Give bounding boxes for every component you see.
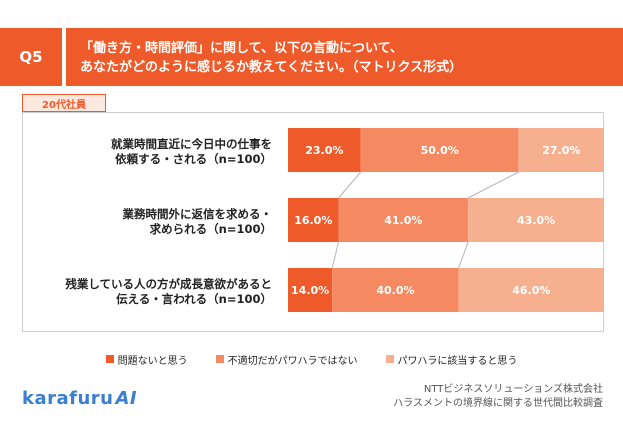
logo-ai-mark: AI [115,388,138,409]
chart-legend: 問題ないと思う 不適切だがパワハラではない パワハラに該当すると思う [0,352,623,367]
question-title: 「働き方・時間評価」に関して、以下の言動について、 あなたがどのように感じるか教… [66,28,623,86]
legend-swatch-1 [105,355,114,363]
bar-r1-s1 [288,128,361,172]
value-label-r3-s2: 40.0% [376,284,414,297]
connector-line-r2-b2 [458,241,469,269]
legend-item-1: 問題ないと思う [105,352,188,367]
category-label-r2-l1: 業務時間外に返信を求める・ [122,207,273,221]
category-label-r3-l2: 伝える・言われる（n=100） [116,292,272,306]
value-label-r3-s3: 46.0% [512,284,550,297]
bar-r3-s3 [458,268,604,312]
logo-text: karafuru [22,388,114,409]
bar-r3-s2 [332,268,459,312]
question-badge: Q5 [0,28,62,86]
source-line-2: ハラスメントの境界線に関する世代間比較調査 [393,398,603,409]
value-label-r1-s3: 27.0% [542,144,580,157]
connector-line-r1-b2 [467,171,519,199]
value-label-r2-s2: 41.0% [384,214,422,227]
source-credit: NTTビジネスソリューションズ株式会社 ハラスメントの境界線に関する世代間比較調… [393,383,603,411]
bar-r1-s3 [518,128,604,172]
category-label-r1-l1: 就業時間直近に今日中の仕事を [111,137,272,151]
bar-r2-s2 [338,198,469,242]
category-label-r3-l1: 残業している人の方が成長意欲があると [65,277,272,291]
bar-r2-s1 [288,198,339,242]
value-label-r3-s1: 14.0% [291,284,329,297]
category-label-r1-l2: 依頼する・される（n=100） [115,152,272,166]
bar-r3-s1 [288,268,333,312]
value-label-r1-s1: 23.0% [305,144,343,157]
legend-item-2: 不適切だがパワハラではない [215,352,358,367]
value-label-r2-s1: 16.0% [294,214,332,227]
category-label-r2-l2: 求められる（n=100） [150,222,272,236]
connector-line-r2-b1 [331,241,340,269]
legend-label-3: パワハラに該当すると思う [397,355,518,367]
value-label-r2-s3: 43.0% [517,214,555,227]
legend-swatch-2 [215,355,224,363]
bar-r1-s2 [360,128,519,172]
value-label-r1-s2: 50.0% [421,144,459,157]
legend-label-2: 不適切だがパワハラではない [227,355,358,367]
bar-r2-s3 [468,198,604,242]
legend-label-1: 問題ないと思う [117,355,188,367]
karafuru-logo: karafuru AI [22,388,137,409]
connector-line-r1-b1 [338,171,362,199]
legend-item-3: パワハラに該当すると思う [385,352,518,367]
legend-swatch-3 [385,355,394,363]
segment-tag: 20代社員 [22,94,106,112]
source-line-1: NTTビジネスソリューションズ株式会社 [423,384,603,395]
